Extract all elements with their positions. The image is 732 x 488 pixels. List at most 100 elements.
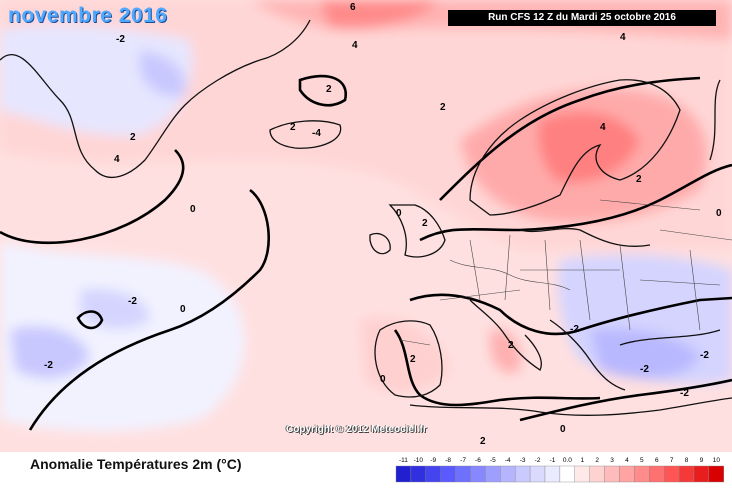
contour-label-greenland-2: 2	[130, 132, 136, 143]
contour-label-greenland-4: 4	[114, 154, 120, 165]
run-info-banner: Run CFS 12 Z du Mardi 25 octobre 2016	[448, 10, 716, 26]
legend-tick-label: 3	[610, 457, 614, 464]
legend-swatch	[664, 465, 680, 483]
coastlines	[0, 19, 732, 416]
coast-scandinavia	[469, 79, 681, 216]
legend-tick-label: -11	[399, 457, 408, 464]
contour-label-baltic-2: 2	[636, 174, 642, 185]
contour-northern-europe	[419, 163, 732, 242]
contour-atlantic-cell	[76, 310, 104, 330]
coast-black-sea	[619, 329, 721, 346]
contour-label-arctic-4: 4	[352, 40, 358, 51]
legend-swatch	[410, 465, 426, 483]
legend-swatch	[395, 465, 412, 483]
contour-label-atlantic-0: 0	[180, 304, 186, 315]
contour-north-atlantic	[0, 149, 185, 245]
contour-label-iceland-2: 2	[290, 122, 296, 133]
contour-iceland	[298, 74, 348, 107]
coast-britain	[388, 204, 446, 258]
contour-label-arctic-e-4: 4	[620, 32, 626, 43]
legend-swatch	[425, 465, 441, 483]
contour-southern-europe	[409, 293, 732, 336]
legend-swatch	[708, 465, 724, 483]
legend-swatch	[470, 465, 486, 483]
legend-tick-label: 1	[580, 457, 584, 464]
legend-tick-label: 6	[655, 457, 659, 464]
legend-tick-label: -1	[550, 457, 556, 464]
coast-iceland	[269, 120, 342, 149]
contour-label-med-0: 0	[560, 424, 566, 435]
legend-tick-label: -2	[535, 457, 541, 464]
temperature-anomaly-map: 0 0 -2 -2 -2 2 4 2 -4 6 4 4 2 4 2 2 2 0 …	[0, 0, 732, 452]
variable-title: Anomalie Températures 2m (°C)	[30, 456, 242, 472]
contour-labels: 0 0 -2 -2 -2 2 4 2 -4 6 4 4 2 4 2 2 2 0 …	[44, 2, 722, 447]
legend-tick-label: 9	[700, 457, 704, 464]
contour-label-turkey-m2: -2	[680, 388, 689, 399]
coast-greenland	[0, 19, 311, 179]
contour-scandinavia	[439, 76, 701, 201]
legend-swatch	[559, 465, 575, 483]
copyright-notice: Copyright © 2012 Meteociel.fr	[286, 424, 427, 435]
contour-north-africa	[519, 378, 732, 422]
coast-italy	[469, 299, 542, 371]
coast-baltic	[519, 227, 651, 247]
coast-east	[709, 79, 721, 161]
legend-swatch	[544, 465, 561, 483]
legend-tick-label: -7	[460, 457, 466, 464]
legend-swatch	[485, 465, 501, 483]
contour-label-uk-2: 2	[422, 218, 428, 229]
contour-label-e-europe-m2: -2	[700, 350, 709, 361]
legend-tick-label: -10	[414, 457, 424, 464]
contour-label-norway-sea-2: 2	[326, 84, 332, 95]
coast-north-africa	[409, 397, 732, 416]
contour-label-scandinavia-2: 2	[440, 102, 446, 113]
legend-swatch	[589, 465, 605, 483]
legend-tick-label: -4	[505, 457, 511, 464]
legend-swatch	[514, 465, 531, 483]
legend-tick-label: 2	[595, 457, 599, 464]
legend-swatches	[395, 465, 724, 483]
legend-swatch	[649, 465, 665, 483]
legend-tick-label: -8	[445, 457, 451, 464]
legend-tick-label: 8	[685, 457, 689, 464]
contour-label-balkans-m2: -2	[570, 324, 579, 335]
legend-swatch	[634, 465, 650, 483]
contour-label-africa-2: 2	[480, 436, 486, 447]
legend-swatch	[455, 465, 471, 483]
contour-label-n-atlantic-0: 0	[190, 204, 196, 215]
contour-central-atlantic	[28, 188, 271, 431]
coast-ireland	[369, 232, 391, 255]
contour-label-greece-m2: -2	[640, 364, 649, 375]
contour-label-atlantic-m2: -2	[128, 296, 137, 307]
contour-label-arctic-6: 6	[350, 2, 356, 13]
contour-label-greenland-m2: -2	[116, 34, 125, 45]
legend-tick-label: -6	[475, 457, 481, 464]
legend-tick-label: -3	[520, 457, 526, 464]
contour-label-atlantic-sw-m2: -2	[44, 360, 53, 371]
legend-swatch	[619, 465, 635, 483]
legend-tick-label: 10	[713, 457, 721, 464]
contour-label-iberia-2: 2	[410, 354, 416, 365]
legend-swatch	[574, 465, 590, 483]
legend-tick-label: 5	[640, 457, 644, 464]
color-scale-legend: -11 -10 -9 -8 -7 -6 -5 -4 -3 -2 -1 0.0 1 2 3 4 5 6 7 8 9 10	[395, 457, 724, 483]
contour-label-iceland-4: -4	[312, 128, 321, 139]
legend-tick-label: -9	[430, 457, 436, 464]
contour-label-russia-0: 0	[716, 208, 722, 219]
coast-balkans	[549, 319, 626, 391]
contour-label-uk-0: 0	[396, 208, 402, 219]
contour-label-scandinavia-4: 4	[600, 122, 606, 133]
legend-swatch	[440, 465, 456, 483]
legend-tick-label: 4	[625, 457, 629, 464]
legend-tick-labels: -11 -10 -9 -8 -7 -6 -5 -4 -3 -2 -1 0.0 1 2 3 4 5 6 7 8 9 10	[399, 457, 720, 464]
legend-swatch	[500, 465, 516, 483]
country-borders	[399, 199, 732, 346]
legend-swatch	[678, 465, 695, 483]
coast-iberia	[374, 320, 443, 398]
contour-label-italy-2: 2	[508, 340, 514, 351]
legend-swatch	[604, 465, 620, 483]
legend-tick-label: 0.0	[563, 457, 572, 464]
legend-swatch	[529, 465, 546, 483]
zero-contours	[0, 74, 732, 431]
